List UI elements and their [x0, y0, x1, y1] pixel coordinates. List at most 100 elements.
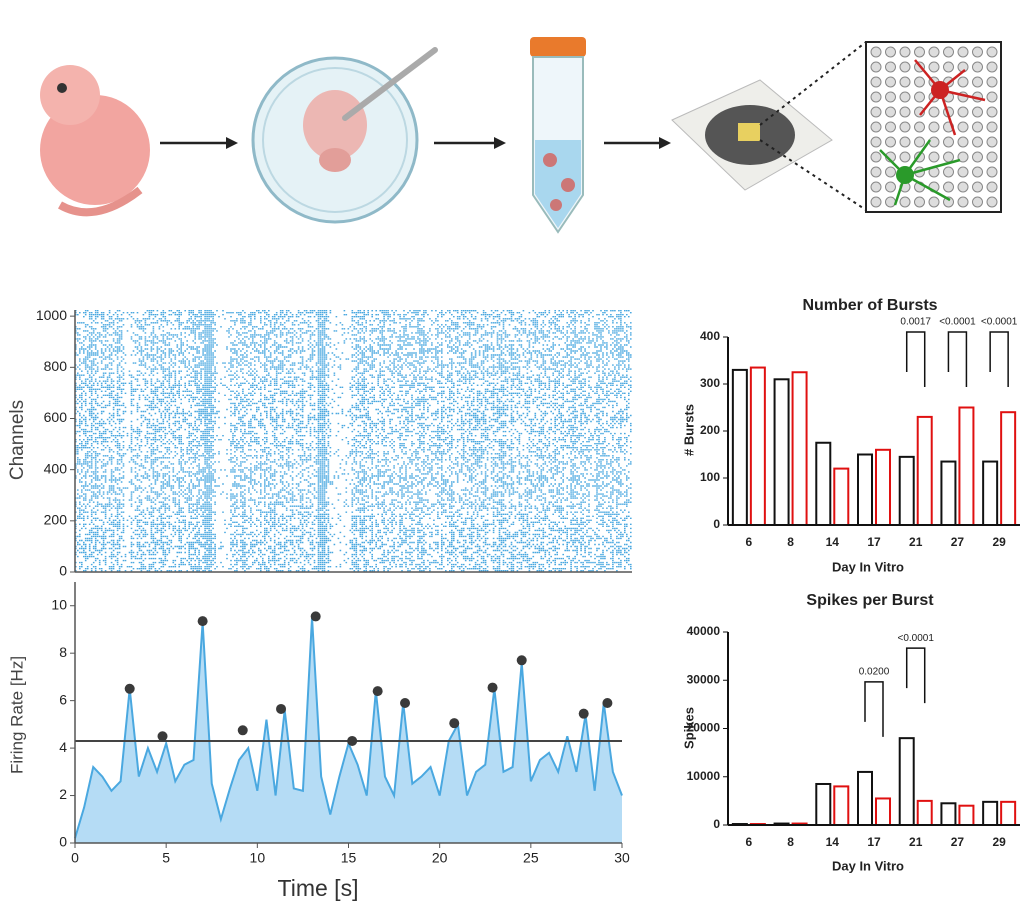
electrode [870, 61, 882, 73]
electrode [899, 76, 911, 88]
electrode [870, 166, 882, 178]
electrode [957, 76, 969, 88]
electrode [986, 121, 998, 133]
electrode [972, 46, 983, 58]
electrode [885, 76, 896, 88]
peak-point [578, 708, 589, 719]
arrowhead [659, 137, 671, 149]
y-tick-label: 400 [700, 329, 720, 343]
x-tick-label: 30 [614, 850, 630, 866]
x-tick-label: 21 [909, 535, 923, 549]
peak-point [310, 611, 321, 622]
bar [898, 455, 915, 527]
x-tick-label: 25 [523, 850, 539, 866]
significance-label: <0.0001 [939, 317, 976, 328]
bar [1000, 411, 1017, 527]
electrode [986, 76, 998, 88]
electrode [899, 196, 911, 208]
electrode [986, 181, 998, 193]
peak-point [237, 725, 248, 736]
electrode [986, 46, 998, 58]
electrode [870, 76, 882, 88]
electrode [972, 121, 983, 133]
x-tick-label: 21 [909, 835, 923, 849]
peak-point [602, 698, 613, 709]
zoom-line [759, 139, 867, 211]
x-tick-label: 0 [71, 850, 79, 866]
bar [916, 799, 933, 826]
bar [898, 737, 915, 827]
red-neuron [914, 59, 986, 136]
electrode [914, 91, 925, 103]
x-tick-label: 8 [787, 535, 794, 549]
electrode [928, 136, 940, 148]
electrode [928, 151, 940, 163]
y-tick-label: 0 [59, 563, 67, 579]
green-soma [896, 166, 914, 184]
electrode [928, 106, 940, 118]
electrode [899, 151, 911, 163]
electrode [972, 61, 983, 73]
raster-spikes [75, 310, 632, 572]
significance-label: 0.0200 [859, 667, 890, 678]
y-tick-label: 200 [44, 512, 68, 528]
x-tick-label: 14 [826, 835, 840, 849]
y-axis-label: # Bursts [681, 404, 696, 456]
electrode [972, 181, 983, 193]
x-tick-label: 15 [341, 850, 357, 866]
electrode [899, 106, 911, 118]
electrode [899, 61, 911, 73]
workflow-illustration [40, 37, 1002, 234]
peak-point [516, 655, 527, 666]
electrode [914, 76, 925, 88]
bar [958, 406, 975, 526]
electrode [943, 196, 954, 208]
area [75, 617, 622, 843]
electrode [972, 166, 983, 178]
bar [833, 467, 850, 527]
green-neuron [879, 139, 961, 206]
brain [303, 90, 367, 160]
peak-point [197, 616, 208, 627]
electrode [986, 136, 998, 148]
electrode [943, 61, 954, 73]
y-tick-label: 10 [51, 596, 67, 612]
electrodes [870, 46, 998, 208]
electrode [943, 46, 954, 58]
y-tick-label: 6 [59, 691, 67, 707]
x-axis-label: Day In Vitro [832, 858, 904, 873]
electrode [870, 181, 882, 193]
electrode [885, 166, 896, 178]
electrode [957, 196, 969, 208]
x-tick-label: 8 [787, 835, 794, 849]
peak-point [124, 683, 135, 694]
electrode [986, 166, 998, 178]
electrode [928, 196, 940, 208]
tissue [561, 178, 575, 192]
x-tick-label: 27 [951, 535, 965, 549]
mea-sensor [738, 123, 760, 141]
electrode [885, 61, 896, 73]
bar [857, 770, 873, 826]
electrode [914, 196, 925, 208]
red-soma [931, 81, 949, 99]
y-tick-label: 1000 [36, 307, 67, 323]
arrowhead [494, 137, 506, 149]
electrode [870, 121, 882, 133]
electrode [914, 121, 925, 133]
electrode [928, 46, 940, 58]
peak-point [400, 698, 411, 709]
peak-point [487, 682, 498, 693]
significance-bracket [905, 647, 926, 704]
pup-tail [58, 186, 143, 217]
electrode [870, 196, 882, 208]
electrode [986, 91, 998, 103]
y-tick-label: 4 [59, 739, 67, 755]
bar [940, 460, 957, 526]
bar [773, 378, 790, 526]
bar [833, 785, 850, 827]
significance-bracket [947, 331, 968, 387]
electrode [957, 46, 969, 58]
tube-cap [530, 37, 586, 57]
y-tick-label: 40000 [687, 624, 721, 638]
